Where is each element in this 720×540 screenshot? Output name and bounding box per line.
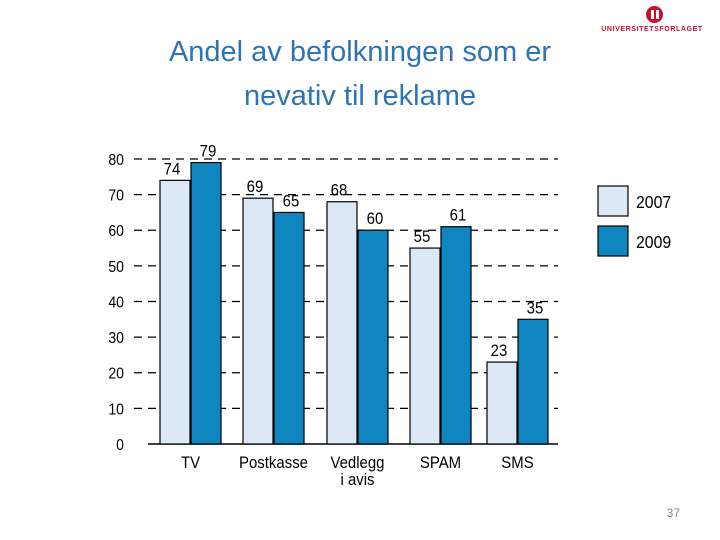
data-label-sms-2007: 23 xyxy=(491,342,508,360)
x-tick-label-spam: SPAM xyxy=(420,454,461,472)
data-label-postkasse-2009: 65 xyxy=(283,193,300,211)
slide-title: Andel av befolkningen som er nevativ til… xyxy=(120,30,600,118)
data-label-spam-2007: 55 xyxy=(414,228,431,246)
data-label-tv-2009: 79 xyxy=(200,143,217,161)
y-tick-label-60: 60 xyxy=(108,222,124,240)
logo-mark-icon xyxy=(646,6,663,23)
y-tick-label-50: 50 xyxy=(108,258,124,276)
title-line-2: nevativ til reklame xyxy=(243,80,477,112)
bar-tv-2007 xyxy=(159,179,191,445)
bar-sms-2007 xyxy=(486,361,518,445)
data-label-vedlegg-i-avis-2009: 60 xyxy=(367,210,384,228)
bar-tv-2009 xyxy=(190,161,222,445)
data-label-sms-2009: 35 xyxy=(527,300,544,318)
x-tick-label-vedlegg-i-avis: Vedlegg xyxy=(330,454,384,472)
bar-sms-2009 xyxy=(517,318,549,445)
x-tick-label-postkasse: Postkasse xyxy=(239,454,308,472)
logo-text: UNIVERSITETSFORLAGET xyxy=(601,26,703,33)
legend-swatch-2007 xyxy=(597,185,629,217)
y-tick-label-70: 70 xyxy=(108,187,124,205)
bar-postkasse-2007 xyxy=(242,197,274,445)
legend-swatch-2009 xyxy=(597,225,629,257)
bar-spam-2007 xyxy=(409,247,441,445)
y-tick-label-10: 10 xyxy=(108,401,124,419)
legend-label-2007: 2007 xyxy=(636,192,671,212)
bar-vedlegg-i-avis-2009 xyxy=(357,229,389,445)
legend-label-2009: 2009 xyxy=(636,232,671,252)
data-label-vedlegg-i-avis-2007: 68 xyxy=(331,182,348,200)
x-tick-label-vedlegg-i-avis-line2: i avis xyxy=(340,471,374,489)
y-tick-label-0: 0 xyxy=(116,436,124,454)
data-label-spam-2009: 61 xyxy=(450,207,467,225)
y-tick-label-40: 40 xyxy=(108,294,124,312)
y-tick-label-20: 20 xyxy=(108,365,124,383)
x-tick-label-tv: TV xyxy=(181,454,200,472)
y-tick-label-30: 30 xyxy=(108,329,124,347)
data-label-postkasse-2007: 69 xyxy=(247,178,264,196)
x-tick-label-sms: SMS xyxy=(501,454,533,472)
page-number: 37 xyxy=(666,506,680,520)
bar-vedlegg-i-avis-2007 xyxy=(326,201,358,445)
title-line-1: Andel av befolkningen som er xyxy=(168,36,552,68)
bar-postkasse-2009 xyxy=(273,211,305,445)
data-label-tv-2007: 74 xyxy=(164,161,181,179)
bar-spam-2009 xyxy=(440,226,472,445)
publisher-logo: UNIVERSITETSFORLAGET xyxy=(596,6,708,38)
y-tick-label-80: 80 xyxy=(108,151,124,169)
